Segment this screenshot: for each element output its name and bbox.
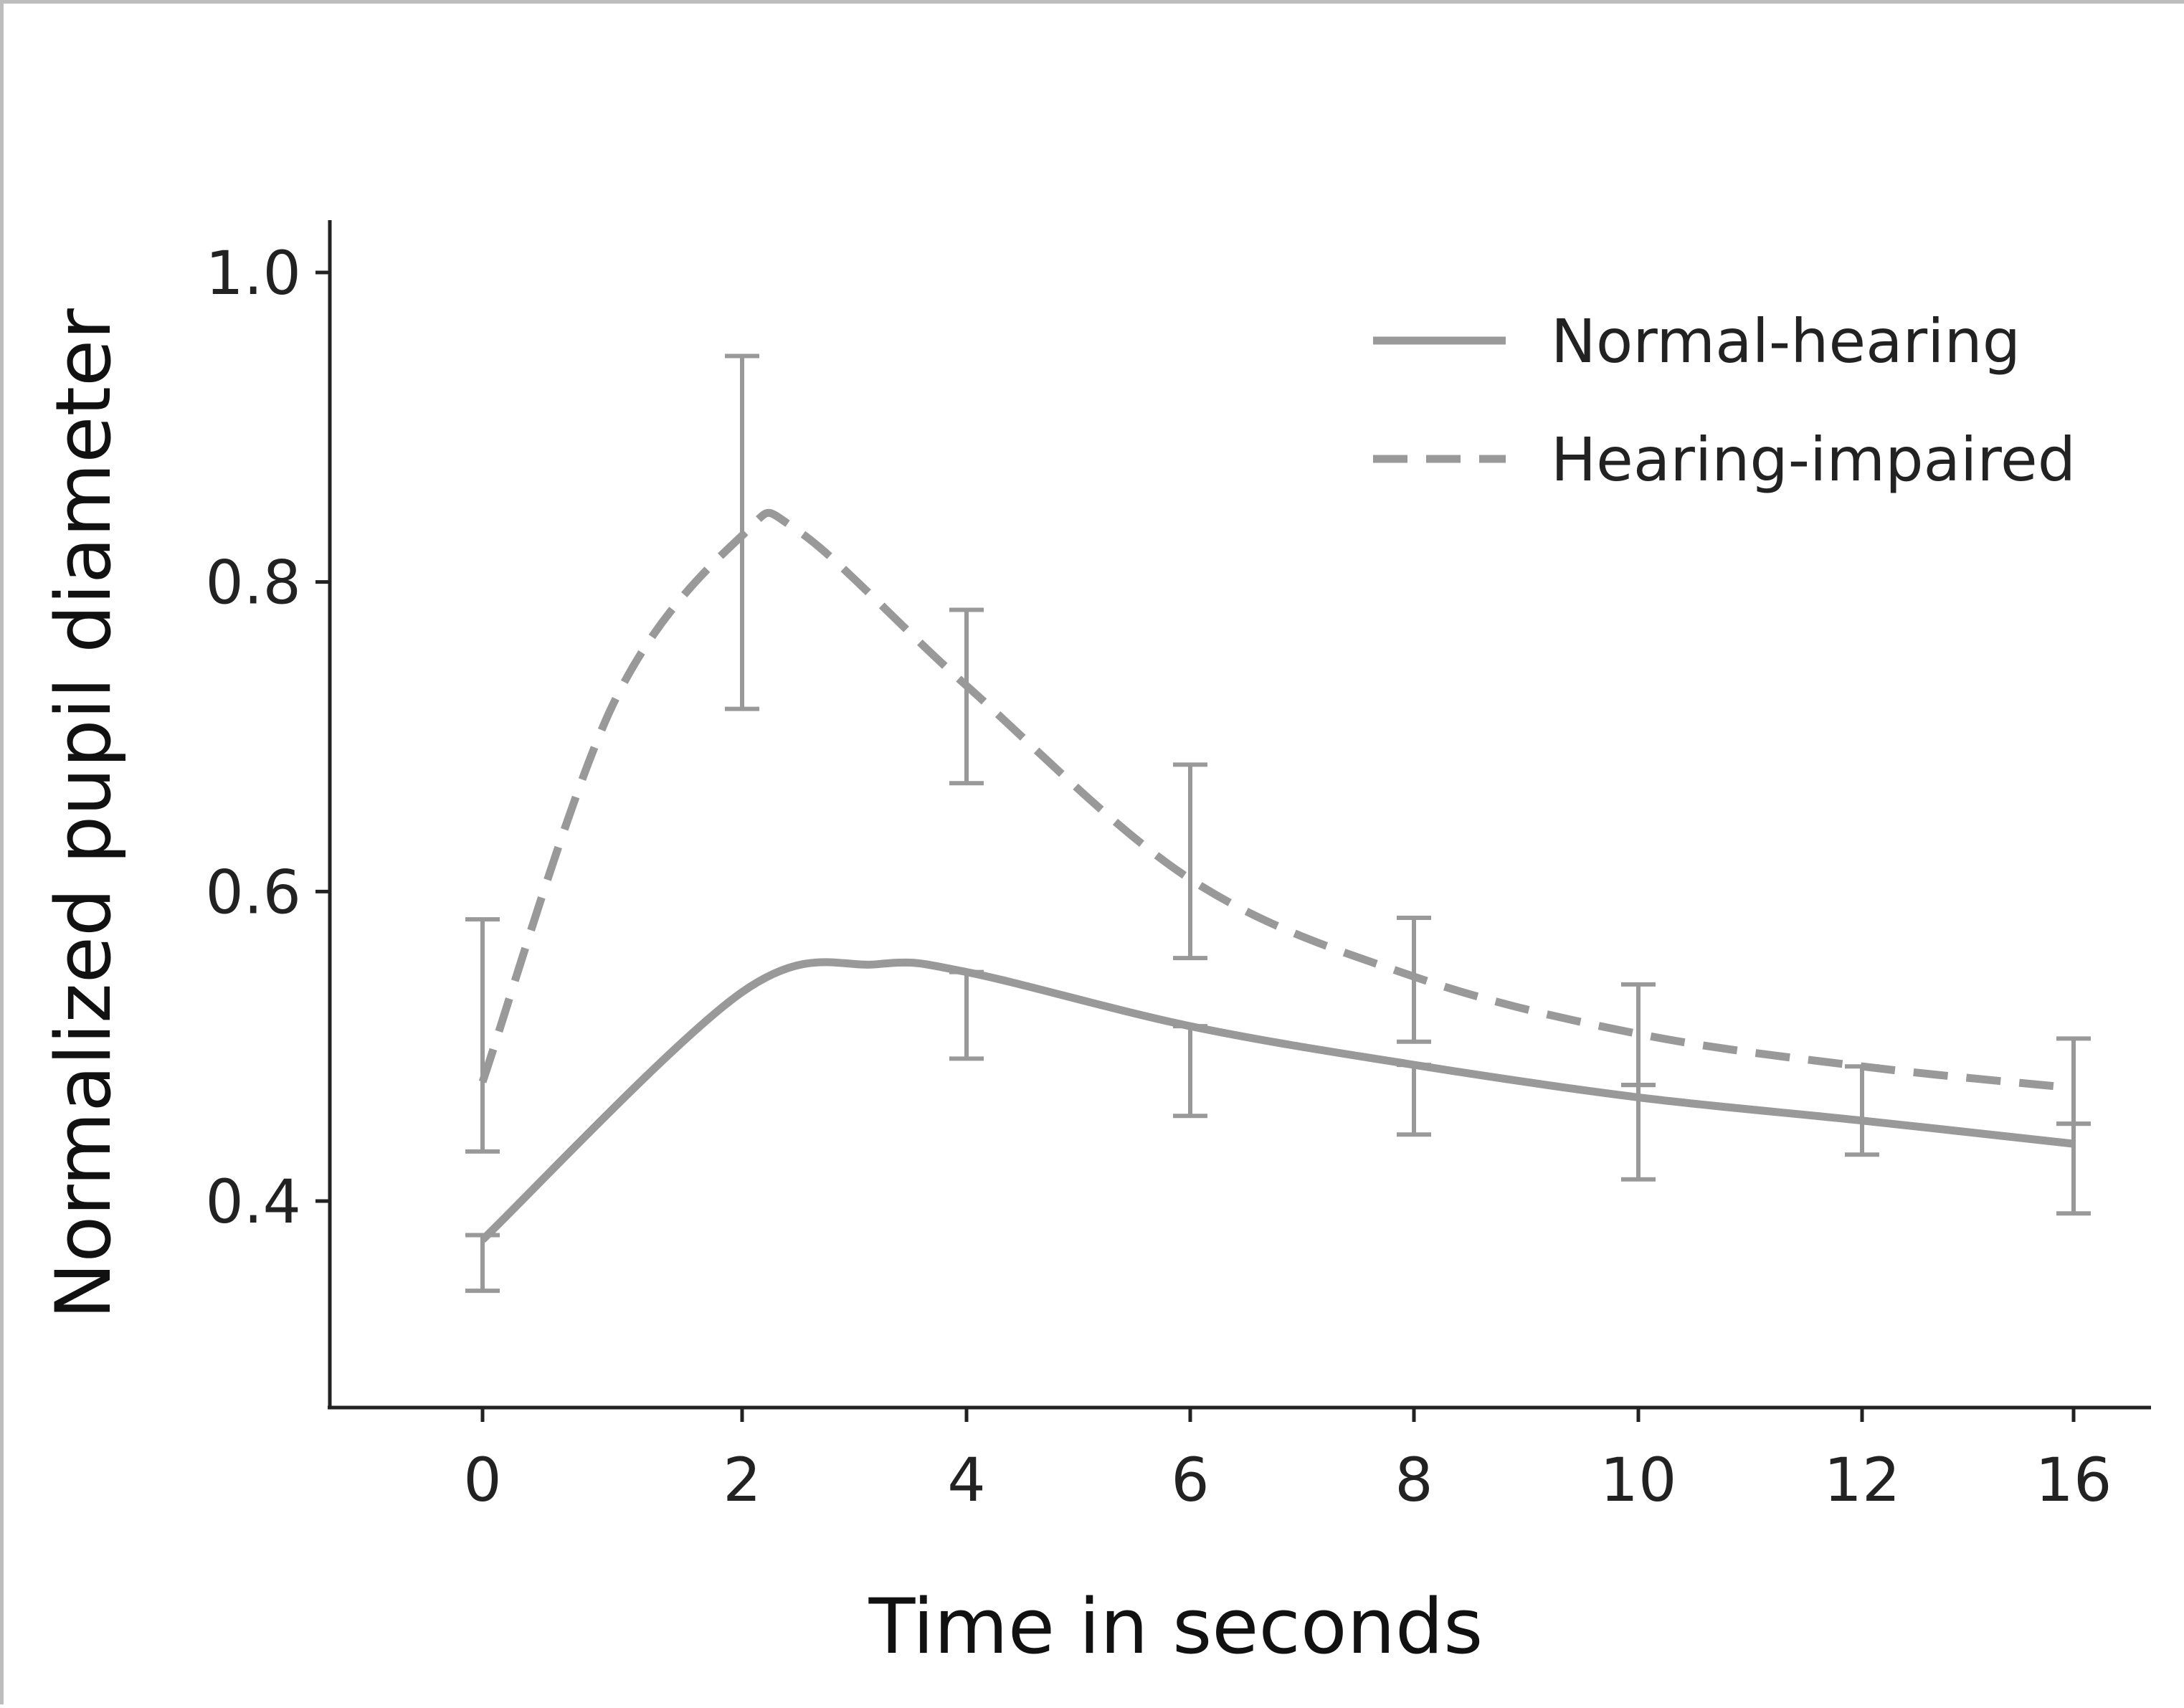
normal-hearing-line (480, 958, 2074, 1243)
hearing-impaired-error-bar (465, 917, 500, 1154)
series-layer (465, 354, 2091, 1294)
x-tick-label: 6 (1171, 1445, 1209, 1515)
hearing-impaired-error-bar (1173, 762, 1207, 961)
x-tick-label: 16 (2036, 1445, 2112, 1515)
normal-hearing-error-bar (1397, 1063, 1431, 1137)
y-axis-title: Normalized pupil diameter (39, 308, 128, 1319)
x-tick-label: 4 (947, 1445, 985, 1515)
axes (328, 220, 2151, 1410)
line-chart: 0 2 4 6 8 10 12 16 0.4 0.6 0.8 1.0 Normal-hearing He… (39, 220, 2151, 1671)
legend: Normal-hearing Hearing-impaired (1373, 306, 2076, 495)
normal-hearing-error-bar (2056, 1121, 2091, 1216)
y-tick-label: 0.4 (205, 1167, 301, 1237)
x-tick-label: 10 (1600, 1445, 1677, 1515)
legend-label-normal-hearing: Normal-hearing (1551, 306, 2021, 376)
legend-label-hearing-impaired: Hearing-impaired (1551, 424, 2076, 495)
x-axis-title: Time in seconds (868, 1583, 1483, 1671)
x-tick-label: 2 (723, 1445, 761, 1515)
x-tick-label: 8 (1395, 1445, 1433, 1515)
y-tick-label: 0.8 (205, 548, 301, 618)
normal-hearing-error-bar (1845, 1064, 1879, 1157)
normal-hearing-error-bar (949, 969, 984, 1061)
y-tick-label: 1.0 (205, 238, 301, 308)
hearing-impaired-error-bar (725, 354, 759, 711)
hearing-impaired-error-bar (949, 607, 984, 786)
hearing-impaired-error-bar (1397, 916, 1431, 1044)
y-tick-label: 0.6 (205, 857, 301, 927)
normal-hearing-error-bar (465, 1233, 500, 1294)
ticks: 0 2 4 6 8 10 12 16 0.4 0.6 0.8 1.0 (205, 238, 2112, 1515)
hearing-impaired-error-bar (2056, 1036, 2091, 1126)
hearing-impaired-line (478, 508, 2074, 1092)
hearing-impaired-error-bar (1621, 982, 1656, 1088)
x-tick-label: 12 (1824, 1445, 1901, 1515)
normal-hearing-error-bar (1173, 1024, 1207, 1119)
x-tick-label: 0 (463, 1445, 501, 1515)
